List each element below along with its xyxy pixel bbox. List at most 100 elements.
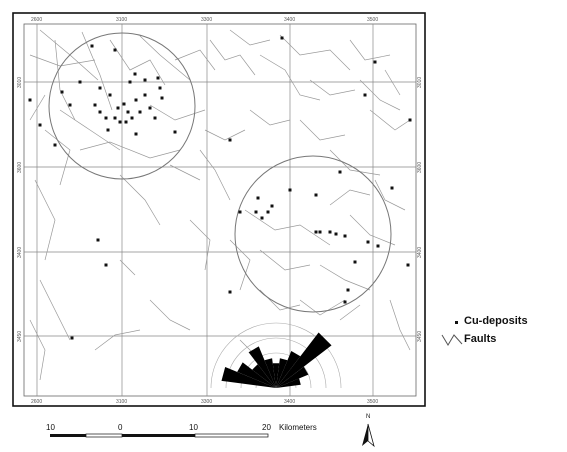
buffer-circles (48, 32, 392, 313)
tick-label-bottom: 2600 (31, 399, 42, 405)
buffer-circle-west (48, 32, 196, 180)
rose-petal (276, 358, 288, 388)
fault-line (299, 299, 346, 316)
rose-petal (248, 346, 276, 388)
fault-line (229, 239, 251, 291)
cu-deposit-dot (373, 60, 377, 64)
fault-line (209, 39, 256, 76)
cu-deposit-dot (314, 193, 318, 197)
cu-deposit-dot (148, 106, 152, 110)
fault-line (109, 39, 166, 86)
tick-label-left: 3010 (17, 77, 23, 88)
cu-deposit-dot (68, 103, 72, 107)
cu-deposit-dot (60, 90, 64, 94)
cu-deposit-dot (130, 116, 134, 120)
tick-label-bottom: 3400 (284, 399, 295, 405)
cu-deposit-dot (118, 120, 122, 124)
rose-petal (237, 362, 276, 388)
tick-label-right: 3010 (417, 77, 423, 88)
cu-deposit-dot (328, 230, 332, 234)
fault-line (139, 35, 191, 81)
cu-deposit-dot (124, 120, 128, 124)
fault-line (119, 174, 161, 226)
fault-line (349, 214, 396, 246)
cu-deposit-dot (153, 116, 157, 120)
cu-deposit-dot (363, 93, 367, 97)
cu-deposit-dot (376, 244, 380, 248)
cu-deposit-dot (98, 110, 102, 114)
dot-icon (440, 314, 464, 328)
rose-petal (264, 358, 276, 388)
cu-deposit-dot (143, 93, 147, 97)
faults-lines-icon (440, 332, 464, 346)
fault-line (44, 129, 71, 186)
tick-label-bottom: 3100 (116, 399, 127, 405)
fault-line (374, 179, 406, 211)
rose-diagram (210, 322, 342, 389)
cu-deposit-dot (256, 196, 260, 200)
cu-deposit-dot (270, 204, 274, 208)
cu-deposit-dot (93, 103, 97, 107)
fault-line (149, 104, 206, 121)
cu-deposit-dot (228, 290, 232, 294)
cu-deposit-dot (134, 98, 138, 102)
rose-petal (252, 364, 276, 388)
cu-deposit-dot (98, 86, 102, 90)
legend-label: Faults (464, 333, 497, 345)
map-frame (12, 12, 426, 407)
cu-deposit-dot (254, 210, 258, 214)
cu-deposit-dot (106, 128, 110, 132)
fault-line (54, 39, 76, 121)
fault-line (244, 209, 331, 246)
cu-deposit-dot (90, 44, 94, 48)
cu-deposit-dot (314, 230, 318, 234)
rose-petal (272, 363, 280, 388)
faults-layer (29, 29, 411, 381)
fault-line (29, 94, 46, 121)
coordinate-grid (24, 24, 416, 396)
cu-deposit-dot (78, 80, 82, 84)
cu-deposit-dot (406, 263, 410, 267)
tick-label-top: 3400 (284, 17, 295, 23)
north-label: N (366, 414, 370, 420)
cu-deposit-dot (96, 238, 100, 242)
cu-deposit-dot (104, 116, 108, 120)
fault-line (349, 39, 391, 61)
scale-segment (122, 434, 195, 437)
tick-label-top: 3300 (201, 17, 212, 23)
fault-line (94, 329, 141, 351)
fault-line (39, 29, 99, 81)
scale-segment (50, 434, 86, 437)
fault-line (369, 109, 411, 131)
rose-petal (276, 366, 309, 388)
cu-deposits-layer (28, 36, 412, 340)
cu-deposit-dot (343, 300, 347, 304)
scale-label-10-left: 10 (46, 423, 55, 432)
fault-line (329, 149, 381, 176)
tick-label-left: 3600 (17, 162, 23, 173)
rose-petal (276, 378, 301, 388)
fault-line (204, 129, 246, 141)
map-inner-frame (23, 23, 417, 397)
fault-line (259, 289, 301, 311)
tick-label-left: 3450 (17, 331, 23, 342)
tick-label-top: 2600 (31, 17, 42, 23)
fault-line (81, 31, 113, 111)
fault-line (319, 264, 371, 291)
fault-line (39, 279, 71, 341)
fault-line (339, 304, 361, 321)
fault-line (259, 249, 311, 271)
cu-deposit-dot (160, 96, 164, 100)
fault-line (229, 29, 271, 46)
legend-item-cu-deposits: Cu-deposits (440, 312, 565, 330)
fault-line (29, 54, 96, 67)
cu-deposit-dot (238, 210, 242, 214)
rose-petal (221, 366, 276, 388)
fault-line (199, 149, 231, 201)
fault-line (249, 109, 291, 126)
buffer-circle-east (234, 155, 392, 313)
tick-label-right: 3450 (417, 331, 423, 342)
fault-line (329, 189, 371, 206)
cu-deposit-dot (126, 110, 130, 114)
